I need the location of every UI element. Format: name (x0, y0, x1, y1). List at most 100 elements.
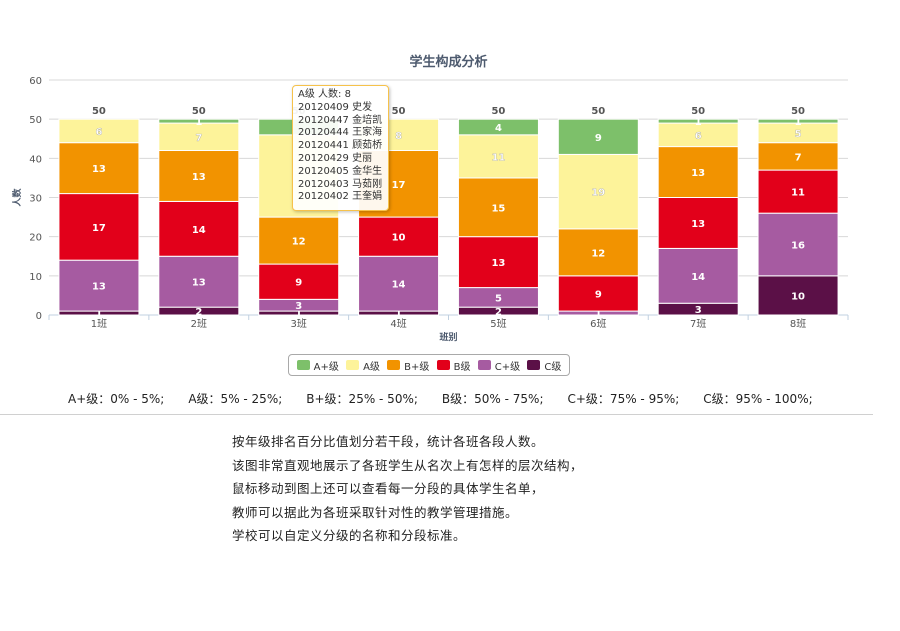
chart-tooltip: A级 人数: 8 20120409 史发 20120447 金培凯 201204… (292, 85, 389, 211)
legend-swatch-b-plus (387, 360, 401, 370)
bar-segment (58, 142, 140, 195)
bar-segment (657, 118, 739, 124)
bar-segment (657, 247, 739, 304)
total-label: 50 (491, 106, 505, 117)
data-label: 2 (495, 307, 502, 318)
x-tick-label: 5班 (490, 318, 506, 330)
data-label: 9 (595, 133, 602, 144)
data-label: 10 (392, 233, 406, 244)
data-label: 13 (691, 219, 705, 230)
data-label: 12 (591, 248, 605, 259)
description-line: 鼠标移动到图上还可以查看每一分段的具体学生名单， (232, 481, 545, 497)
data-label: 17 (392, 180, 406, 191)
data-label: 15 (491, 203, 505, 214)
data-label: 13 (92, 164, 106, 175)
data-label: 11 (491, 152, 505, 163)
bar-segment (557, 275, 639, 312)
data-label: 14 (691, 272, 705, 283)
data-label: 7 (795, 152, 802, 163)
legend-label-c: C级 (544, 361, 562, 373)
data-label: 10 (791, 291, 805, 302)
data-label: 1 (595, 309, 602, 320)
x-tick-label: 3班 (291, 318, 307, 330)
bar-segment (757, 118, 839, 124)
y-tick-label: 0 (36, 311, 42, 322)
data-label: 9 (595, 289, 602, 300)
description: 按年级排名百分比值划分若干段，统计各班各段人数。 该图非常直观地展示了各班学生从… (232, 430, 832, 548)
bar-segment (757, 275, 839, 316)
description-line: 学校可以自定义分级的名称和分段标准。 (232, 528, 467, 544)
data-label: 1 (695, 117, 702, 128)
tooltip-header: A级 人数: 8 (298, 89, 351, 100)
description-line: 按年级排名百分比值划分若干段，统计各班各段人数。 (232, 434, 545, 449)
bar-segment (58, 118, 140, 144)
x-tick-label: 4班 (390, 318, 406, 330)
legend-item-c-plus[interactable]: C+级 (477, 358, 520, 373)
y-tick-label: 60 (29, 76, 42, 87)
tooltip-student: 20120444 王家海 (298, 127, 383, 139)
legend-label-a-plus: A+级 (313, 361, 339, 373)
grade-ranges: A+级：0% - 5%; A级：5% - 25%; B+级：25% - 50%;… (68, 390, 848, 406)
bar-segment (158, 118, 240, 124)
bar-segment (258, 216, 340, 265)
legend-swatch-b (436, 360, 450, 370)
description-line: 该图非常直观地展示了各班学生从名次上有怎样的层次结构， (232, 457, 584, 473)
grade-range-b: B级：50% - 75%; (441, 392, 544, 406)
grade-range-b-plus: B+级：25% - 50%; (306, 392, 418, 406)
data-label: 5 (495, 293, 502, 304)
data-label: 13 (491, 258, 505, 269)
data-label: 1 (95, 309, 102, 320)
data-label: 1 (295, 309, 302, 320)
y-tick-label: 40 (29, 154, 42, 165)
tooltip-student: 20120402 王奎娟 (298, 191, 383, 203)
x-tick-label: 8班 (790, 318, 806, 330)
data-label: 9 (295, 278, 302, 289)
total-label: 50 (192, 106, 206, 117)
data-label: 16 (791, 241, 805, 252)
data-label: 14 (192, 225, 206, 236)
y-tick-label: 50 (29, 115, 42, 126)
section-divider (0, 414, 873, 415)
tooltip-student: 20120429 史丽 (298, 152, 373, 164)
data-label: 6 (695, 131, 702, 142)
x-tick-label: 2班 (191, 318, 207, 330)
legend-item-a-plus[interactable]: A+级 (296, 358, 339, 373)
y-axis-label: 人数 (11, 188, 23, 208)
legend-item-a[interactable]: A级 (346, 358, 380, 373)
description-line: 教师可以据此为各班采取针对性的教学管理措施。 (232, 504, 519, 520)
x-tick-label: 6班 (590, 318, 606, 330)
legend-label-b-plus: B+级 (404, 361, 430, 373)
data-label: 8 (395, 131, 402, 142)
data-label: 3 (695, 305, 702, 316)
data-label: 11 (791, 188, 805, 199)
tooltip-student: 20120405 金华生 (298, 165, 383, 177)
data-label: 13 (192, 278, 206, 289)
y-tick-label: 20 (29, 233, 42, 244)
data-label: 1 (195, 117, 202, 128)
total-label: 50 (92, 106, 106, 117)
x-tick-label: 7班 (690, 318, 706, 330)
legend-item-c[interactable]: C级 (527, 358, 561, 373)
y-tick-label: 10 (29, 272, 42, 283)
legend-swatch-a-plus (296, 360, 310, 370)
bar-segment (757, 169, 839, 214)
legend-item-b-plus[interactable]: B+级 (387, 358, 429, 373)
x-axis-label: 班别 (439, 331, 457, 343)
bar-segment (358, 216, 440, 257)
bar-segment (457, 134, 539, 179)
bar-segment (58, 193, 140, 261)
legend-item-b[interactable]: B级 (436, 358, 471, 373)
bar-segment (757, 212, 839, 277)
y-tick-label: 30 (29, 194, 42, 205)
chart-legend: A+级 A级 B+级 B级 C+级 C级 (288, 354, 570, 376)
legend-label-b: B级 (453, 361, 471, 373)
bar-segment (158, 255, 240, 308)
total-label: 50 (691, 106, 705, 117)
data-label: 1 (395, 309, 402, 320)
grade-range-c: C级：95% - 100%; (703, 392, 813, 406)
bar-segment (557, 118, 639, 155)
x-tick-label: 1班 (91, 318, 107, 330)
legend-swatch-a (346, 360, 360, 370)
chart-canvas: 学生构成分析0102030405060人数11317136501班2131413… (11, 54, 849, 343)
data-label: 4 (495, 123, 502, 134)
